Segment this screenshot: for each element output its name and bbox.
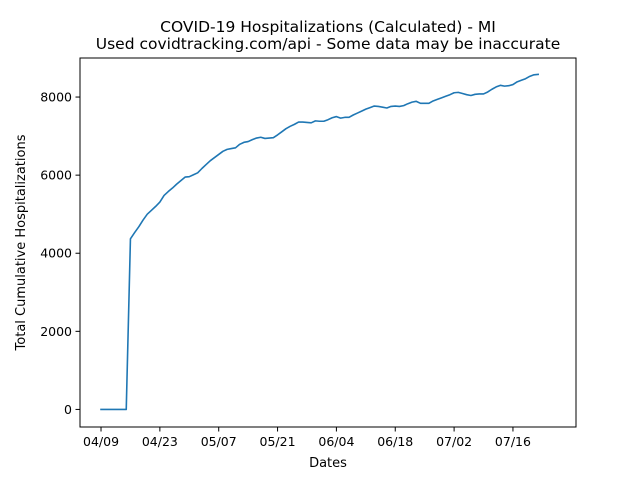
x-tick-label: 04/23 — [142, 434, 178, 449]
y-axis-label: Total Cumulative Hospitalizations — [14, 134, 29, 351]
x-axis-label: Dates — [309, 456, 347, 471]
y-tick-label: 6000 — [40, 168, 72, 183]
x-tick-label: 06/04 — [318, 434, 354, 449]
y-tick-label: 4000 — [40, 246, 72, 261]
chart-title: COVID-19 Hospitalizations (Calculated) -… — [160, 18, 496, 36]
x-tick-label: 05/07 — [201, 434, 237, 449]
chart-subtitle: Used covidtracking.com/api - Some data m… — [96, 35, 561, 53]
x-tick-label: 07/02 — [436, 434, 472, 449]
series-line — [100, 73, 540, 411]
y-tick-label: 0 — [64, 402, 72, 417]
y-axis-ticks: 0 2000 4000 6000 8000 — [40, 90, 80, 417]
plot-frame — [79, 57, 577, 428]
x-tick-label: 07/16 — [495, 434, 531, 449]
x-tick-label: 06/18 — [377, 434, 413, 449]
y-tick-label: 2000 — [40, 324, 72, 339]
x-tick-label: 05/21 — [260, 434, 296, 449]
y-tick-label: 8000 — [40, 90, 72, 105]
x-axis-ticks: 04/09 04/23 05/07 05/21 06/04 06/18 07/02 07/16 — [83, 427, 531, 449]
x-tick-label: 04/09 — [83, 434, 119, 449]
